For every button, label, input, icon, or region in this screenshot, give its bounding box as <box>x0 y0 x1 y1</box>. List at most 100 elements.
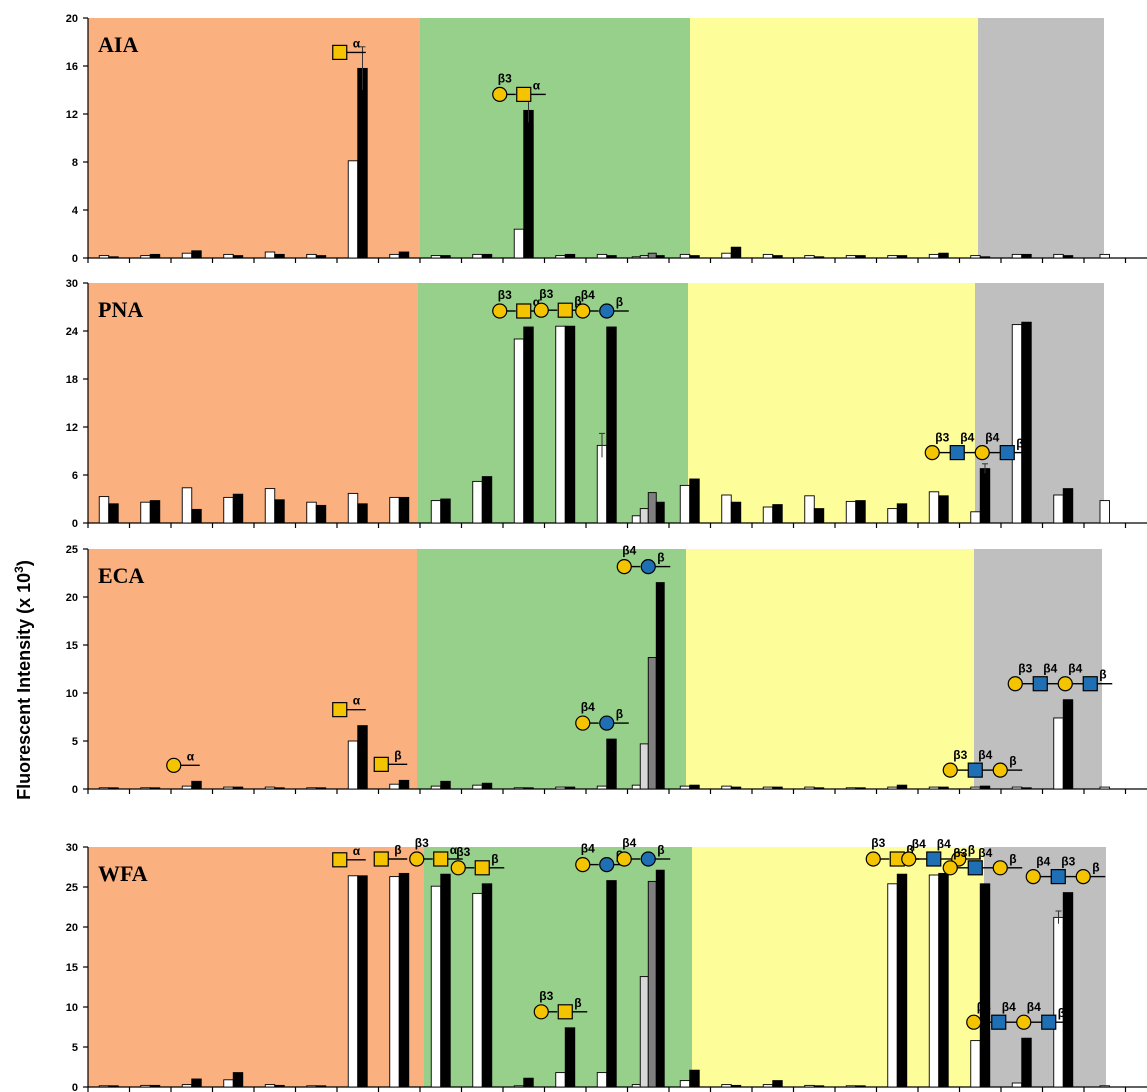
galactose-icon <box>974 445 990 461</box>
galnac-icon <box>474 860 490 876</box>
bar <box>481 476 493 524</box>
glycan-annotation: β β3 <box>533 287 588 318</box>
bar <box>772 255 783 259</box>
bar <box>855 500 866 524</box>
y-tick-label: 6 <box>72 470 78 482</box>
bar <box>772 1080 783 1088</box>
bar <box>631 784 641 790</box>
y-tick-label: 0 <box>72 253 78 265</box>
glycan-annotation: ββ4 <box>575 700 629 731</box>
panel-title: PNA <box>98 297 143 322</box>
galactose-icon <box>616 851 632 867</box>
region-band <box>688 283 975 523</box>
bar <box>149 1084 161 1088</box>
region-band <box>88 283 418 523</box>
region-band <box>978 18 1104 258</box>
bar <box>655 501 665 524</box>
bar <box>440 780 451 790</box>
glucose-icon <box>599 303 615 319</box>
glycan-annotation: β4 β3 β <box>1025 855 1106 885</box>
bar <box>639 976 649 1088</box>
y-tick-label: 4 <box>72 205 79 217</box>
bar <box>181 487 193 524</box>
bar <box>98 255 110 259</box>
glycan-link-label: β <box>616 295 623 309</box>
glycan-link-label: β3 <box>953 748 967 762</box>
bar <box>223 1079 234 1088</box>
bar <box>845 255 857 259</box>
galactose-icon <box>901 851 917 867</box>
galactose-icon <box>1057 676 1073 692</box>
glycan-link-label: β4 <box>1043 662 1057 676</box>
bar <box>1053 253 1064 259</box>
glcnac-icon <box>926 851 942 867</box>
bar <box>639 508 649 524</box>
bar <box>887 786 898 790</box>
bar <box>721 785 732 790</box>
glycan-link-label: β <box>574 996 581 1010</box>
region-band <box>418 283 688 523</box>
glycan-link-label: β3 <box>456 845 470 859</box>
bar <box>555 1072 566 1088</box>
galactose-icon <box>616 558 632 575</box>
bar <box>523 1077 534 1088</box>
galnac-icon <box>557 302 573 318</box>
glycan-annotation: α β3 <box>492 288 546 319</box>
glycan-link-label: β4 <box>912 837 926 851</box>
glycan-annotation: α <box>332 36 366 61</box>
bar <box>181 252 193 259</box>
bar <box>357 503 368 524</box>
bar <box>970 255 981 259</box>
bar <box>315 1085 327 1088</box>
bar <box>655 869 665 1088</box>
galactose-icon <box>492 303 508 319</box>
glycan-link-label: β4 <box>1036 855 1050 869</box>
bar <box>979 785 991 790</box>
galactose-icon <box>533 1004 549 1020</box>
bar <box>398 496 410 524</box>
bar <box>398 779 410 790</box>
y-tick-label: 20 <box>66 13 78 25</box>
glycan-annotation: ββ4 <box>575 842 629 873</box>
y-tick-label: 0 <box>72 1082 78 1092</box>
galactose-icon <box>992 860 1008 876</box>
glycan-link-label: β <box>1009 852 1016 866</box>
bar <box>631 256 641 259</box>
bar <box>730 246 742 259</box>
galactose-icon <box>533 302 549 318</box>
bar <box>315 787 327 790</box>
bar <box>606 326 617 524</box>
bar <box>689 1069 700 1088</box>
glycan-link-label: β4 <box>1068 662 1082 676</box>
bar <box>564 325 576 524</box>
chart-panel-eca: 0 5 10 15 20 25 ECA α α β β β4 β β4 β3 β4 β β3 β4 β4 β <box>66 544 1147 796</box>
y-tick-label: 25 <box>66 882 78 894</box>
region-band <box>88 847 424 1087</box>
bar <box>481 253 493 259</box>
glycan-link-label: α <box>533 78 541 92</box>
galactose-icon <box>575 856 591 873</box>
y-tick-label: 20 <box>66 592 78 604</box>
bar <box>264 488 276 524</box>
galactose-icon <box>865 851 881 867</box>
bar <box>647 880 657 1088</box>
bar <box>938 786 949 790</box>
bar <box>596 1072 608 1088</box>
panel-title: WFA <box>98 861 148 886</box>
bar <box>631 515 641 524</box>
glucose-icon <box>640 558 656 575</box>
glycan-link-label: β3 <box>935 431 949 445</box>
bar <box>1099 1085 1110 1088</box>
bar <box>813 1085 825 1088</box>
bar <box>772 504 783 524</box>
bar <box>938 495 949 524</box>
glcnac-icon <box>1041 1014 1057 1030</box>
glycan-annotation: α <box>332 694 366 718</box>
bar <box>1011 1082 1023 1088</box>
bar <box>389 783 400 790</box>
bar <box>306 501 317 524</box>
bar <box>689 784 700 790</box>
glycan-link-label: β4 <box>978 846 992 860</box>
glycan-link-label: β4 <box>1002 1000 1016 1014</box>
